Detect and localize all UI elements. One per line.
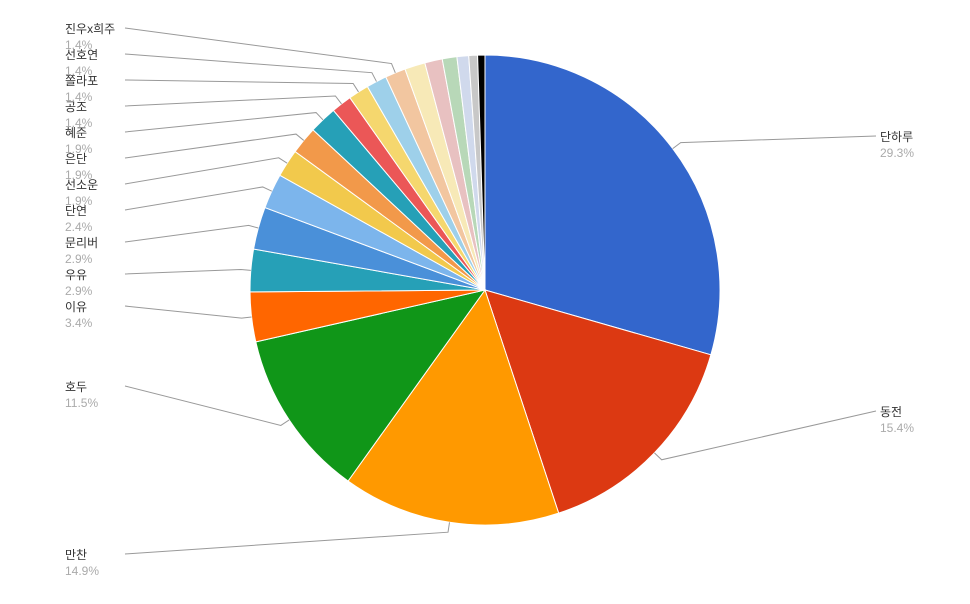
- slice-label-percent: 1.4%: [65, 116, 92, 132]
- slice-label: 만찬14.9%: [65, 548, 99, 579]
- leader-line: [125, 386, 289, 425]
- leader-line: [125, 80, 359, 92]
- pie-chart-svg: [0, 0, 970, 599]
- slice-label-percent: 1.9%: [65, 142, 92, 158]
- leader-line: [125, 54, 376, 82]
- leader-line: [125, 28, 395, 73]
- leader-line: [125, 96, 342, 106]
- slice-label-percent: 1.9%: [65, 194, 98, 210]
- slice-label-percent: 1.9%: [65, 168, 92, 184]
- leader-line: [125, 522, 450, 554]
- slice-label-percent: 2.9%: [65, 284, 92, 300]
- leader-line: [125, 306, 252, 318]
- slice-label: 진우x희주1.4%: [65, 22, 115, 53]
- slice-label-percent: 2.9%: [65, 252, 98, 268]
- leader-line: [125, 187, 272, 210]
- slice-label-percent: 29.3%: [880, 146, 914, 162]
- slice-label-name: 이유: [65, 300, 92, 316]
- slice-label-name: 진우x희주: [65, 22, 115, 38]
- slice-label: 호두11.5%: [65, 380, 98, 411]
- slice-label-name: 동전: [880, 405, 914, 421]
- leader-line: [125, 158, 287, 184]
- pie-chart: 단하루29.3%동전15.4%만찬14.9%호두11.5%이유3.4%우유2.9…: [0, 0, 970, 599]
- slice-label-percent: 15.4%: [880, 421, 914, 437]
- slice-label-name: 문리버: [65, 236, 98, 252]
- slice-label-percent: 1.4%: [65, 90, 98, 106]
- slice-label-percent: 14.9%: [65, 564, 99, 580]
- slice-label-percent: 11.5%: [65, 396, 98, 412]
- slice-label-name: 만찬: [65, 548, 99, 564]
- slice-label: 우유2.9%: [65, 268, 92, 299]
- slice-label-name: 단하루: [880, 130, 914, 146]
- leader-line: [673, 136, 876, 149]
- slice-label-percent: 1.4%: [65, 64, 98, 80]
- leader-line: [125, 225, 258, 242]
- slice-label-name: 호두: [65, 380, 98, 396]
- slice-label: 이유3.4%: [65, 300, 92, 331]
- leader-line: [125, 270, 251, 274]
- slice-label-percent: 3.4%: [65, 316, 92, 332]
- slice-label: 단하루29.3%: [880, 130, 914, 161]
- leader-line: [654, 411, 876, 460]
- slice-label-percent: 2.4%: [65, 220, 92, 236]
- slice-label: 동전15.4%: [880, 405, 914, 436]
- slice-label-name: 우유: [65, 268, 92, 284]
- leader-line: [125, 113, 323, 132]
- slice-label: 문리버2.9%: [65, 236, 98, 267]
- slice-label-percent: 1.4%: [65, 38, 115, 54]
- leader-line: [125, 134, 304, 158]
